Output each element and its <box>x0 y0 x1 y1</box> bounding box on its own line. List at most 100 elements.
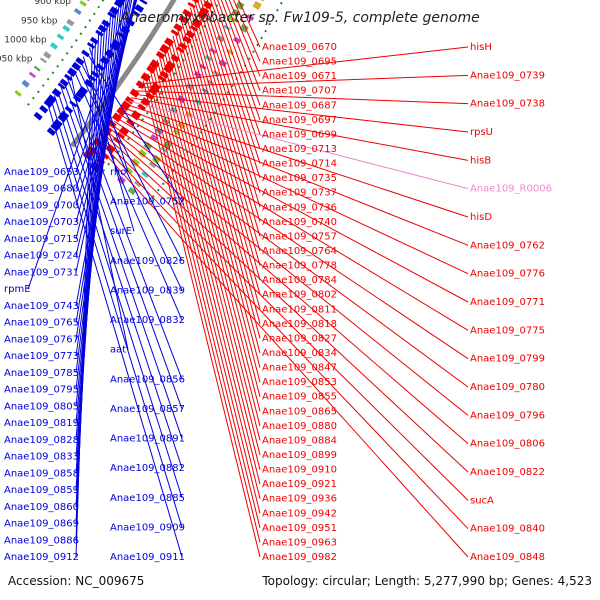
genome-summary-text: Topology: circular; Length: 5,277,990 bp… <box>262 574 592 588</box>
label-connector <box>123 107 469 246</box>
label-connector <box>183 17 261 295</box>
label-connector <box>75 0 137 189</box>
gene-label-forward: Anae109_0847 <box>262 363 337 374</box>
gene-label-forward: hisH <box>470 42 492 53</box>
gene-label-reverse: Anae109_0833 <box>4 452 79 463</box>
forward-strand-gene <box>116 106 127 117</box>
forward-strand-gene <box>111 112 123 123</box>
gene-label-reverse: Anae109_0832 <box>110 315 185 326</box>
reverse-strand-gene <box>131 10 141 17</box>
label-connector <box>126 103 469 218</box>
gene-label-reverse: Anae109_0819 <box>4 418 79 429</box>
label-connector <box>116 117 469 331</box>
gene-label-forward: Anae109_0737 <box>262 188 337 199</box>
gene-label-reverse: Anae109_0885 <box>110 493 185 504</box>
gene-label-reverse: Anae109_0724 <box>4 251 79 262</box>
gene-label-forward: sucA <box>470 495 494 506</box>
gene-label-forward: hisD <box>470 212 492 223</box>
gene-label-forward: Anae109_0848 <box>470 552 545 563</box>
reverse-strand-gene <box>95 29 104 37</box>
gene-label-forward: Anae109_0942 <box>262 508 337 519</box>
gene-label-reverse: Anae109_0857 <box>110 404 185 415</box>
feature-block <box>137 149 147 158</box>
feature-block <box>201 87 209 94</box>
label-connector <box>106 130 469 445</box>
feature-block <box>141 171 149 179</box>
gene-label-forward: Anae109_0855 <box>262 392 337 403</box>
gene-label-reverse: Anae109_0715 <box>4 234 79 245</box>
gene-label-forward: Anae109_0780 <box>470 382 545 393</box>
reverse-strand-gene <box>86 42 96 49</box>
gene-label-reverse: Anae109_0891 <box>110 434 185 445</box>
forward-strand-gene <box>129 88 140 98</box>
label-connector <box>79 60 183 262</box>
reverse-strand-gene <box>51 88 62 98</box>
feature-block <box>43 51 52 60</box>
forward-strand-gene <box>164 37 174 47</box>
gene-label-forward: Anae109_0671 <box>262 71 337 82</box>
label-connector <box>140 46 469 85</box>
feature-block <box>33 65 41 72</box>
gene-label-forward: Anae109_0778 <box>262 261 337 272</box>
gene-label-reverse: Anae109_0703 <box>4 217 79 228</box>
feature-block <box>151 154 162 165</box>
gene-label-reverse: Anae109_0856 <box>110 374 185 385</box>
reverse-strand-gene <box>64 73 73 81</box>
feature-block <box>235 0 245 10</box>
label-connector <box>233 0 261 62</box>
reverse-strand-gene <box>46 127 57 137</box>
feature-block <box>246 14 255 21</box>
gene-label-forward: Anae109_0757 <box>262 231 337 242</box>
gene-label-forward: Anae109_0714 <box>262 159 337 170</box>
reverse-strand-gene <box>46 94 57 105</box>
gene-label-forward: Anae109_0806 <box>470 439 545 450</box>
gene-label-reverse: Anae109_0752 <box>110 197 185 208</box>
gene-label-reverse: Anae109_0700 <box>4 200 79 211</box>
gene-label-reverse: Anae109_0911 <box>110 552 185 563</box>
gene-label-forward: Anae109_0796 <box>470 410 545 421</box>
label-connector <box>98 140 469 530</box>
gene-label-forward: Anae109_0982 <box>262 552 337 563</box>
gene-label-forward: Anae109_0811 <box>262 304 337 315</box>
label-connector <box>168 42 261 397</box>
label-connector <box>133 93 469 133</box>
label-connector <box>142 80 261 558</box>
gene-label-forward: Anae109_0936 <box>262 494 337 505</box>
gene-labels: 650 kbp700 kbp750 kbp800 kbp850 kbp900 k… <box>0 0 552 563</box>
gene-label-forward: Anae109_0853 <box>262 377 337 388</box>
gene-label-forward: Anae109_0822 <box>470 467 545 478</box>
label-connector <box>200 0 261 193</box>
label-connector <box>103 133 469 473</box>
label-connector <box>179 24 261 324</box>
gene-label-reverse: Anae109_0909 <box>110 522 185 533</box>
label-connector <box>76 65 183 291</box>
label-connector <box>181 21 261 310</box>
gene-label-forward: Anae109_0687 <box>262 100 337 111</box>
gene-label-reverse: Anae109_0860 <box>4 502 79 513</box>
gene-label-forward: Anae109_0910 <box>262 465 337 476</box>
forward-strand-gene <box>178 14 188 24</box>
label-connector <box>121 110 469 275</box>
label-connector <box>228 0 261 77</box>
label-connector <box>136 90 469 105</box>
label-connector <box>75 43 94 558</box>
label-connector <box>85 51 183 202</box>
forward-strand-gene <box>124 95 135 105</box>
label-connector <box>149 70 261 514</box>
feature-block <box>149 133 159 142</box>
gene-label-forward: Anae109_0697 <box>262 115 337 126</box>
label-connector <box>60 86 183 439</box>
reverse-strand-gene <box>139 0 148 5</box>
feature-block <box>39 57 47 64</box>
gene-label-reverse: surE <box>110 226 132 237</box>
label-connector <box>161 53 261 441</box>
gene-label-reverse: Anae109_0805 <box>4 401 79 412</box>
map-title: Anaeromyxobacter sp. Fw109-5, complete g… <box>120 10 480 26</box>
feature-block <box>134 180 142 188</box>
gene-label-forward: Anae109_R0006 <box>470 184 552 195</box>
gene-label-forward: Anae109_0735 <box>262 173 337 184</box>
label-connector <box>47 103 183 558</box>
label-connector <box>128 100 469 190</box>
gene-label-reverse: Anae109_0882 <box>110 463 185 474</box>
